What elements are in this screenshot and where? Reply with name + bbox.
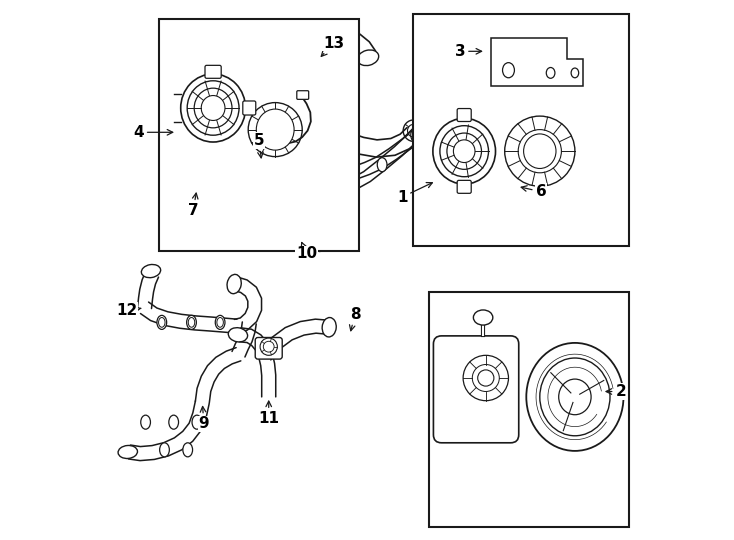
Ellipse shape [118, 446, 137, 458]
FancyBboxPatch shape [243, 101, 255, 115]
Ellipse shape [311, 188, 331, 202]
Text: 1: 1 [397, 183, 432, 205]
Text: 13: 13 [321, 36, 344, 56]
Bar [159, 19, 359, 251]
Ellipse shape [141, 415, 150, 429]
Ellipse shape [322, 318, 336, 337]
Ellipse shape [169, 415, 178, 429]
Text: 10: 10 [296, 242, 317, 261]
Ellipse shape [523, 134, 556, 168]
Text: 11: 11 [258, 401, 279, 426]
FancyBboxPatch shape [457, 109, 471, 122]
Ellipse shape [377, 158, 387, 172]
Bar [413, 14, 629, 246]
Ellipse shape [526, 343, 623, 451]
Ellipse shape [559, 379, 591, 415]
Ellipse shape [159, 443, 170, 457]
Ellipse shape [348, 178, 357, 192]
FancyBboxPatch shape [205, 65, 221, 78]
FancyBboxPatch shape [457, 180, 471, 193]
Text: 4: 4 [134, 125, 172, 140]
Text: 9: 9 [199, 407, 209, 431]
Ellipse shape [256, 109, 294, 150]
Ellipse shape [421, 107, 441, 128]
Ellipse shape [215, 315, 225, 329]
Text: 3: 3 [454, 44, 482, 59]
Ellipse shape [227, 274, 241, 294]
Ellipse shape [181, 74, 245, 142]
Text: 7: 7 [188, 193, 198, 218]
Ellipse shape [157, 315, 167, 329]
Ellipse shape [433, 118, 495, 184]
PathPatch shape [491, 38, 583, 86]
FancyBboxPatch shape [433, 336, 519, 443]
Ellipse shape [411, 128, 421, 142]
Ellipse shape [539, 358, 610, 436]
Ellipse shape [228, 328, 247, 342]
FancyBboxPatch shape [255, 338, 282, 359]
Text: 6: 6 [521, 184, 546, 199]
Text: 2: 2 [606, 384, 626, 399]
Ellipse shape [473, 310, 493, 325]
Ellipse shape [186, 315, 197, 329]
Ellipse shape [142, 265, 161, 278]
Ellipse shape [357, 50, 379, 65]
Ellipse shape [192, 415, 202, 429]
FancyBboxPatch shape [297, 91, 309, 99]
Bar [429, 292, 629, 526]
Text: 8: 8 [349, 307, 360, 331]
Ellipse shape [183, 443, 192, 457]
Ellipse shape [478, 370, 494, 386]
Text: 12: 12 [116, 303, 141, 318]
Text: 5: 5 [254, 133, 264, 158]
